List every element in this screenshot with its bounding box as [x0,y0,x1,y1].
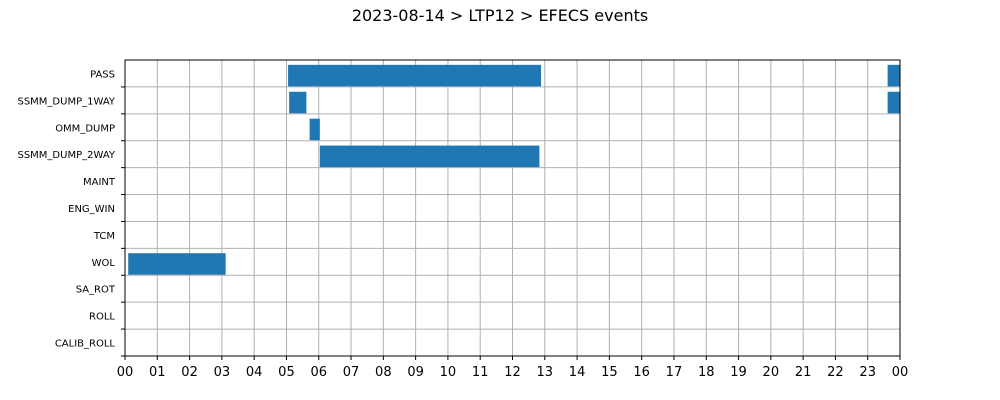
tick-layer: 00 01 02 03 04 05 06 07 08 09 10 11 12 13 14 15 16 17 18 19… [17,69,908,380]
x-tick-label: 15 [601,365,618,380]
x-tick-label: 17 [666,365,683,380]
y-tick-label: TCM [93,231,115,242]
event-bar [128,253,226,275]
x-tick-label: 05 [278,365,295,380]
x-tick-label: 03 [214,365,231,380]
y-tick-label: MAINT [83,177,116,188]
event-bar [309,118,320,141]
x-tick-label: 23 [859,365,876,380]
bar-layer [128,64,900,275]
x-tick-label: 08 [375,365,392,380]
chart-title: 2023-08-14 > LTP12 > EFECS events [351,6,649,25]
x-tick-label: 00 [892,365,909,380]
x-tick-label: 22 [827,365,844,380]
y-tick-label: CALIB_ROLL [55,339,116,350]
y-tick-label: WOL [92,258,116,269]
x-tick-label: 07 [343,365,360,380]
x-tick-label: 20 [763,365,780,380]
x-tick-label: 14 [569,365,586,380]
x-tick-label: 11 [472,365,489,380]
x-tick-label: 09 [407,365,424,380]
y-tick-label: OMM_DUMP [55,123,115,134]
x-tick-label: 02 [181,365,198,380]
x-tick-label: 19 [730,365,747,380]
x-tick-label: 00 [117,365,134,380]
event-bar [288,64,542,87]
event-bar [319,145,540,168]
x-tick-label: 13 [537,365,554,380]
event-bar [887,64,900,87]
grid-layer [125,60,900,356]
y-tick-label: PASS [90,69,115,80]
x-tick-label: 01 [149,365,166,380]
y-tick-label: ROLL [89,312,115,323]
x-tick-label: 16 [633,365,650,380]
x-tick-label: 04 [246,365,263,380]
event-bar [887,91,900,114]
x-tick-label: 10 [440,365,457,380]
y-tick-label: SSMM_DUMP_1WAY [17,96,115,107]
y-tick-label: SA_ROT [76,285,116,296]
x-tick-label: 12 [504,365,521,380]
x-tick-label: 06 [310,365,327,380]
y-tick-label: SSMM_DUMP_2WAY [17,150,115,161]
event-bar [289,91,307,114]
x-tick-label: 18 [698,365,715,380]
x-tick-label: 21 [795,365,812,380]
y-tick-label: ENG_WIN [68,204,115,215]
